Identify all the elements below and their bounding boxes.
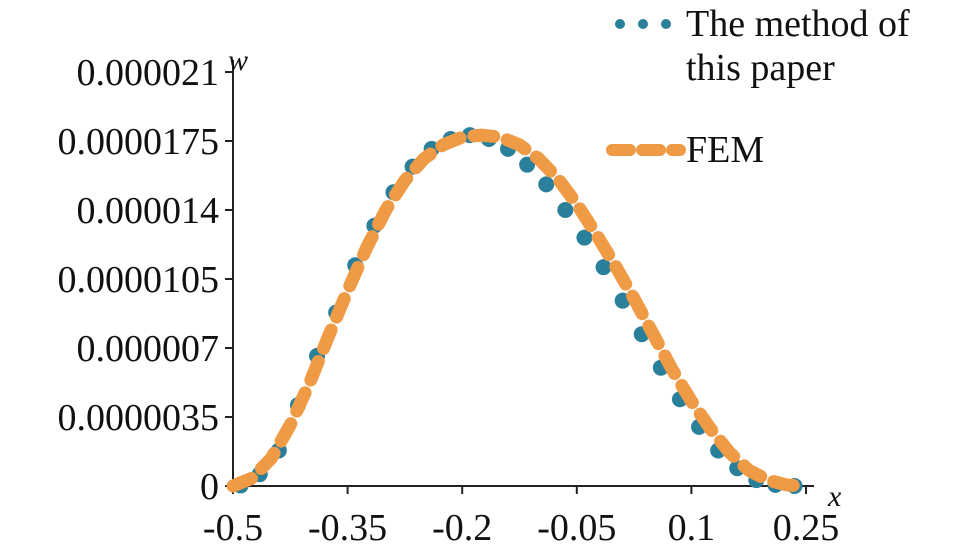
data-point xyxy=(576,229,593,246)
y-axis-label: w xyxy=(228,44,248,77)
x-tick-label: 0.1 xyxy=(668,507,716,549)
x-axis-label: x xyxy=(827,480,842,513)
legend-label: FEM xyxy=(686,129,764,171)
y-tick-label: 0.0000035 xyxy=(58,397,220,439)
series-layer xyxy=(226,127,813,494)
x-tick-label: -0.2 xyxy=(432,507,492,549)
x-tick-label: -0.05 xyxy=(537,507,616,549)
legend-marker-dot xyxy=(661,19,671,29)
x-tick-label: -0.35 xyxy=(308,507,387,549)
legend-label: The method of xyxy=(686,3,910,45)
series-line xyxy=(226,128,813,493)
legend-marker-dot xyxy=(638,19,648,29)
y-tick-label: 0.000014 xyxy=(77,190,220,232)
legend-marker-dot xyxy=(615,19,625,29)
data-point xyxy=(557,202,574,218)
x-tick-label: -0.5 xyxy=(203,507,263,549)
y-tick-label: 0.000007 xyxy=(77,328,220,370)
y-tick-label: 0 xyxy=(200,466,219,508)
legend-label: this paper xyxy=(686,47,835,89)
y-tick-label: 0.0000175 xyxy=(58,121,220,163)
ticks: 0 0.0000035 0.000007 0.0000105 0.000014 0.000… xyxy=(58,52,840,549)
data-point xyxy=(538,176,555,193)
y-tick-label: 0.000021 xyxy=(77,52,220,94)
y-tick-label: 0.0000105 xyxy=(58,259,220,301)
axes: xw xyxy=(228,44,842,513)
data-point xyxy=(595,259,612,276)
x-tick-label: 0.25 xyxy=(773,507,840,549)
